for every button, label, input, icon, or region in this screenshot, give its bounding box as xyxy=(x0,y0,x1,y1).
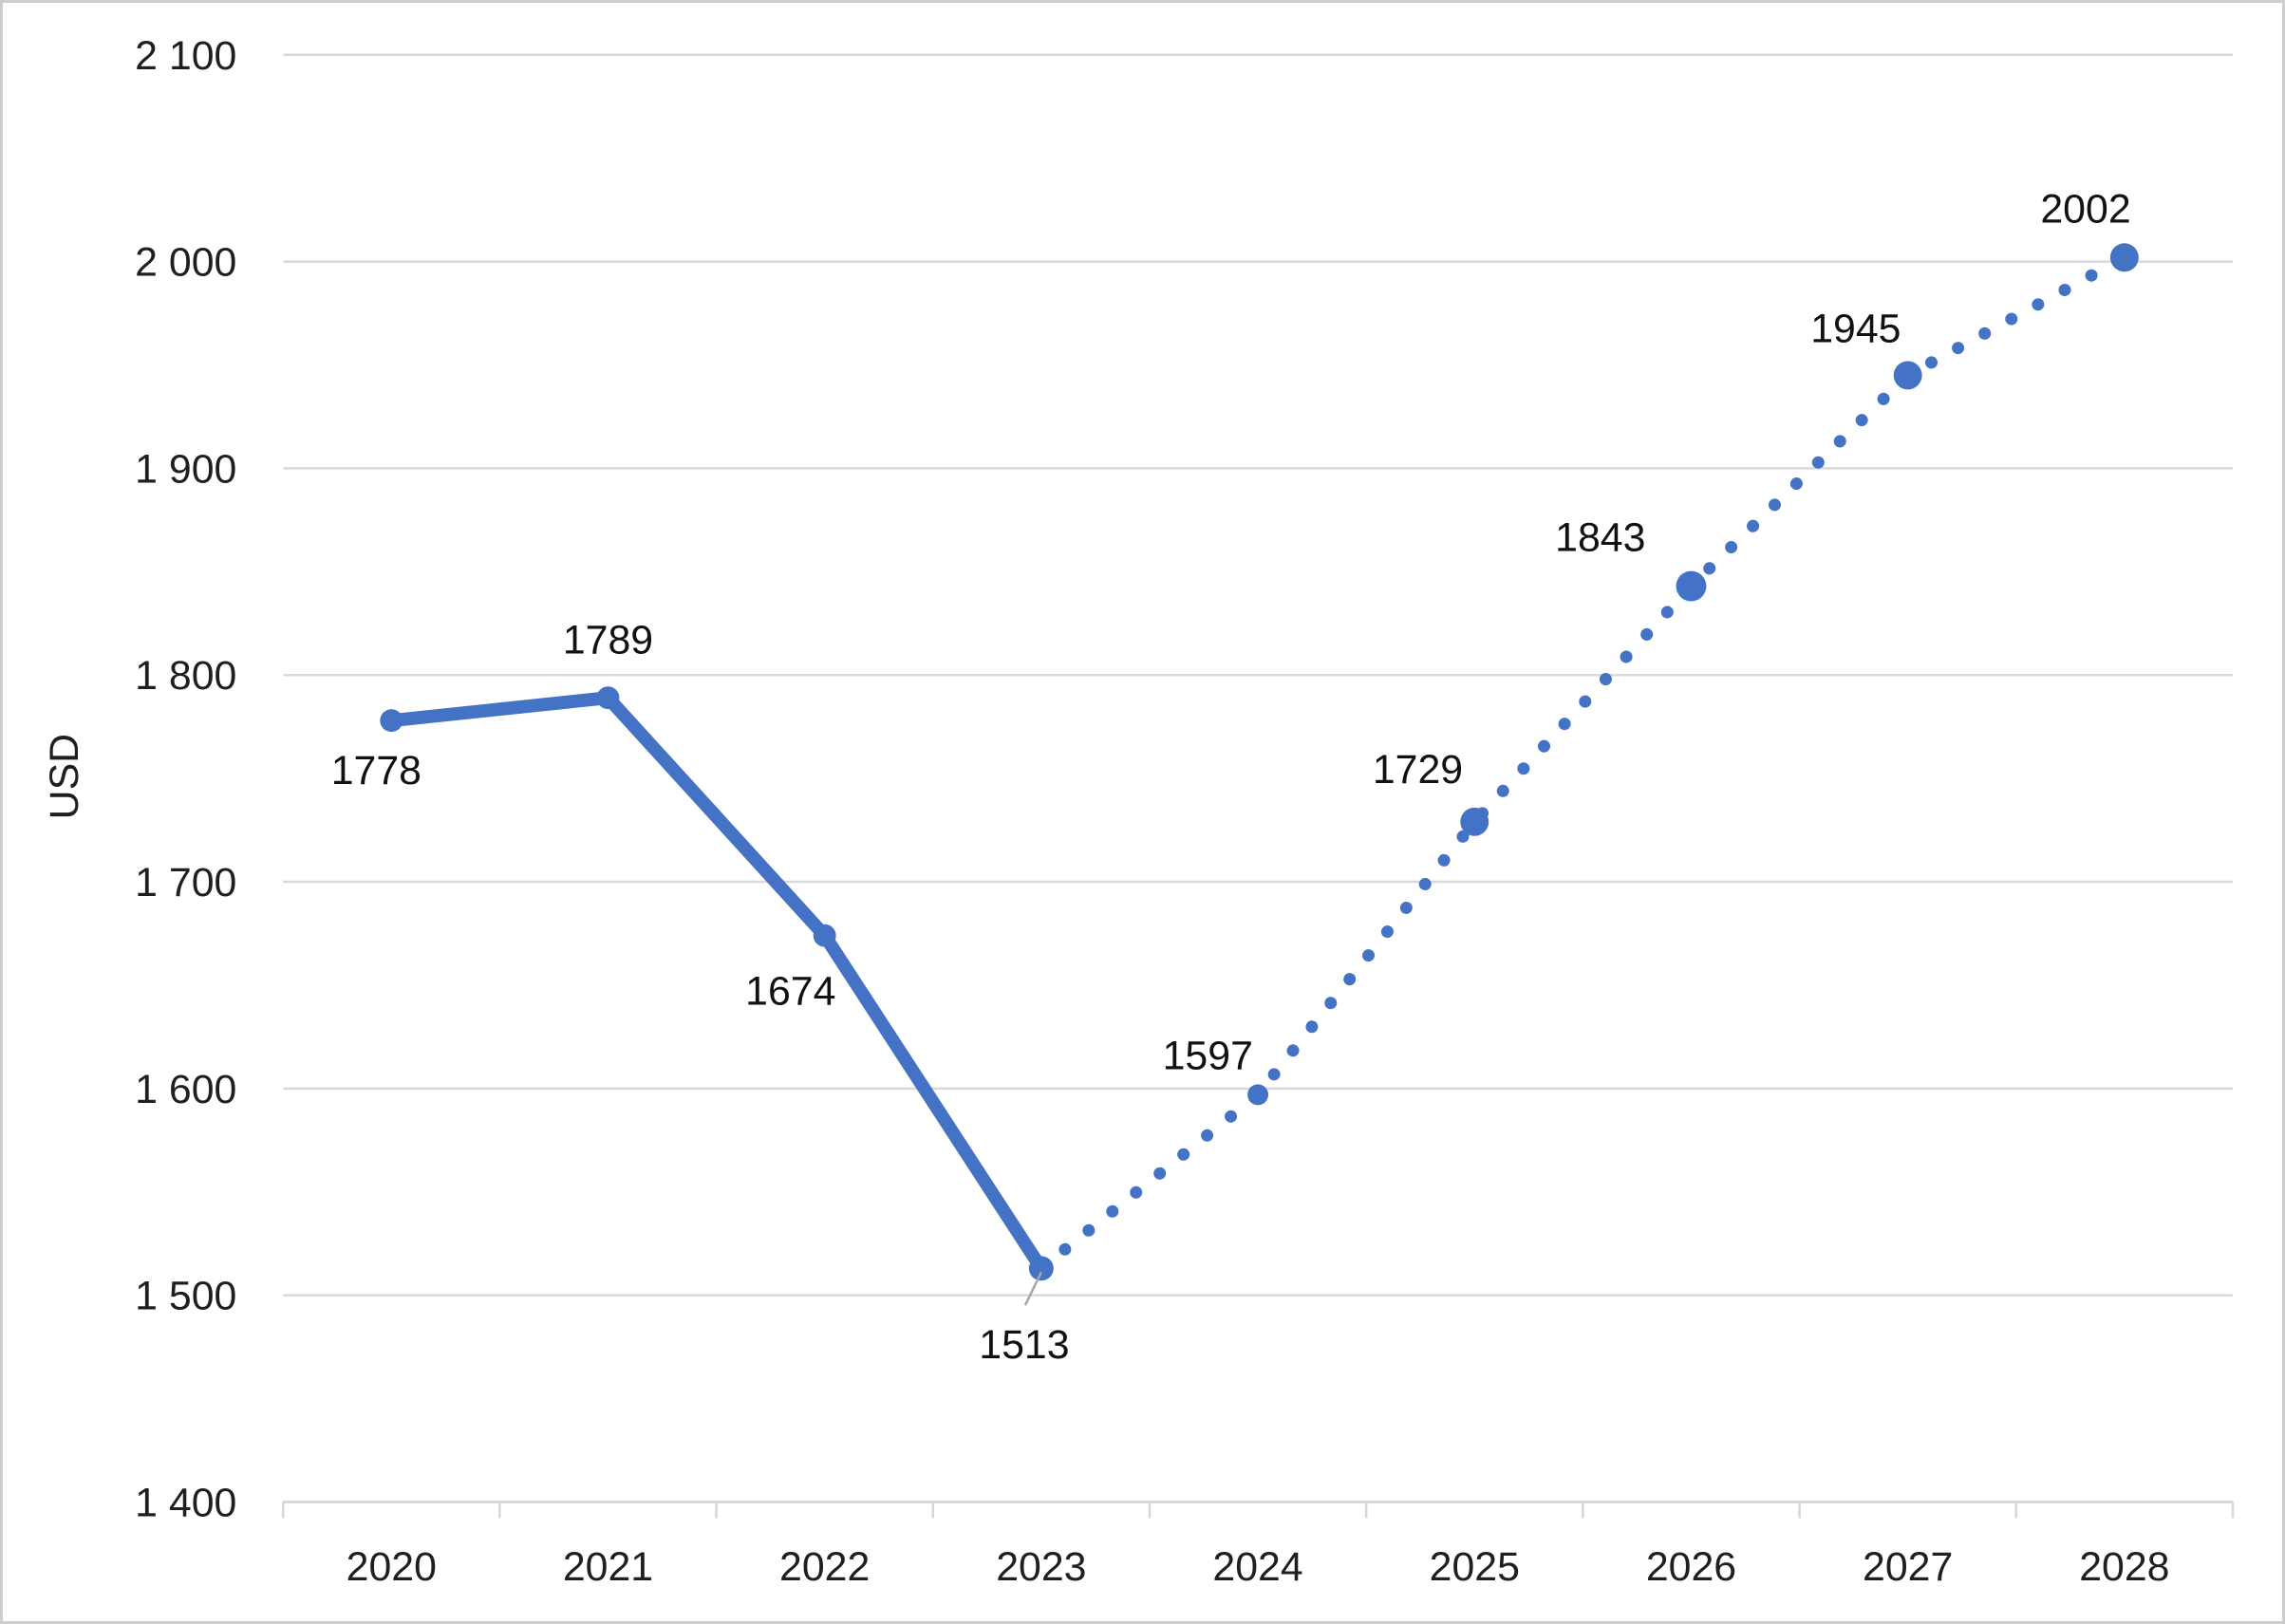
data-label: 1778 xyxy=(331,748,421,793)
x-axis-tick-label: 2027 xyxy=(1863,1544,1953,1590)
series-line-forecast xyxy=(1035,251,2131,1275)
data-label: 1843 xyxy=(1555,515,1645,561)
data-point-marker xyxy=(1893,361,1922,390)
chart-canvas: 1 400 1 500 1 600 1 700 1 800 1 900 2 000 2 100… xyxy=(42,33,2235,1590)
y-axis-tick-label: 1 600 xyxy=(135,1067,236,1112)
y-axis-tick-labels-group: 1 400 1 500 1 600 1 700 1 800 1 900 2 000 2 100 xyxy=(135,33,236,1526)
data-point-marker xyxy=(2109,243,2139,272)
data-point-marker xyxy=(1247,1084,1269,1106)
markers-group xyxy=(380,243,2139,1281)
data-label: 1729 xyxy=(1373,747,1463,793)
x-axis-tick-label: 2026 xyxy=(1646,1544,1736,1590)
data-point-marker xyxy=(813,924,836,947)
data-point-marker xyxy=(596,686,620,710)
gridlines-group xyxy=(283,53,2233,1297)
data-label-leader-line xyxy=(1023,1271,1042,1306)
x-axis-tick-label: 2022 xyxy=(779,1544,870,1590)
y-axis-tick-label: 1 800 xyxy=(135,653,236,699)
x-axis-tick-label: 2024 xyxy=(1212,1544,1302,1590)
data-point-marker xyxy=(380,709,403,733)
y-axis-tick-label: 1 700 xyxy=(135,860,236,905)
y-axis-title: USD xyxy=(42,734,87,819)
y-axis-tick-label: 2 000 xyxy=(135,240,236,286)
data-point-marker xyxy=(1676,570,1707,602)
series-line-historical xyxy=(384,691,1048,1276)
y-axis-tick-label: 1 400 xyxy=(135,1480,236,1525)
y-axis-tick-label: 1 900 xyxy=(135,446,236,492)
x-axis-tick-label: 2020 xyxy=(346,1544,437,1590)
x-axis-tick-labels-group: 2020 2021 2022 2023 2024 2025 2026 2027 2028 xyxy=(346,1544,2170,1590)
data-point-marker xyxy=(1460,807,1489,836)
data-labels-group: 1778 1789 1674 1513 1597 1729 1843 1945 2002 xyxy=(331,186,2131,1368)
x-axis-tick-label: 2028 xyxy=(2079,1544,2169,1590)
data-label: 1674 xyxy=(745,968,835,1014)
data-point-marker xyxy=(1028,1256,1054,1281)
x-axis-tick-label: 2021 xyxy=(563,1544,653,1590)
data-label: 1789 xyxy=(563,617,653,663)
data-label: 2002 xyxy=(2040,186,2130,232)
axis-group xyxy=(281,1500,2235,1519)
series-group xyxy=(384,251,2131,1276)
y-axis-tick-label: 2 100 xyxy=(135,33,236,79)
data-label: 1513 xyxy=(979,1322,1069,1368)
y-axis-tick-label: 1 500 xyxy=(135,1274,236,1319)
x-axis-tick-label: 2023 xyxy=(996,1544,1086,1590)
data-label: 1597 xyxy=(1163,1033,1253,1078)
data-label: 1945 xyxy=(1810,307,1901,352)
x-axis-tick-label: 2025 xyxy=(1430,1544,1520,1590)
